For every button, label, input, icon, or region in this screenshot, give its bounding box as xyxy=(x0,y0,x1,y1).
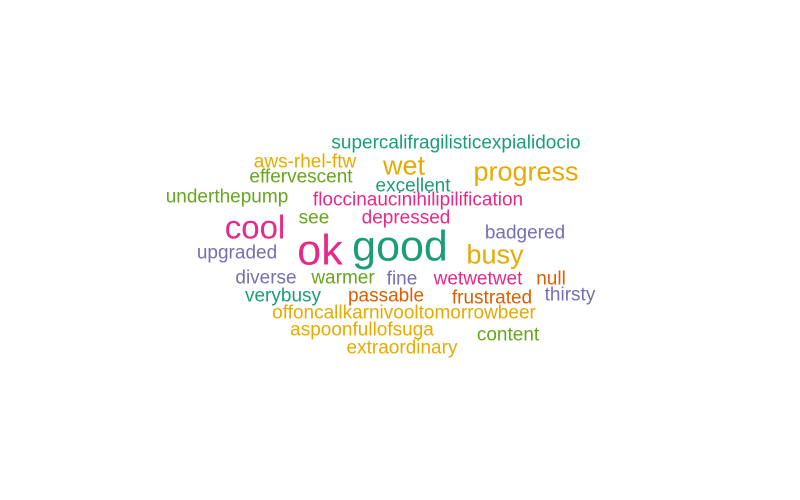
word-depressed: depressed xyxy=(361,207,451,229)
word-null: null xyxy=(536,268,566,290)
word-cool: cool xyxy=(224,208,286,246)
word-content: content xyxy=(476,324,540,346)
word-floccinaucinihilipilification: floccinaucinihilipilification xyxy=(312,189,524,211)
word-excellent: excellent xyxy=(375,175,451,197)
word-offoncallkarnivooltomorrowbeer: offoncallkarnivooltomorrowbeer xyxy=(272,302,536,324)
word-effervescent: effervescent xyxy=(249,166,353,188)
word-extraordinary: extraordinary xyxy=(346,337,458,359)
word-good: good xyxy=(352,222,448,271)
word-underthepump: underthepump xyxy=(165,186,289,208)
word-frustrated: frustrated xyxy=(451,287,533,309)
word-wet: wet xyxy=(382,150,426,181)
word-badgered: badgered xyxy=(484,222,566,244)
word-diverse: diverse xyxy=(235,267,297,289)
word-verybusy: verybusy xyxy=(244,285,322,307)
word-supercalifragilisticexpialidocio: supercalifragilisticexpialidocio xyxy=(331,132,581,154)
word-progress: progress xyxy=(473,156,579,187)
word-fine: fine xyxy=(386,268,418,290)
word-thirsty: thirsty xyxy=(544,284,596,306)
word-see: see xyxy=(298,207,330,229)
word-upgraded: upgraded xyxy=(196,242,278,264)
word-aspoonfullofsuga: aspoonfullofsuga xyxy=(290,319,434,341)
word-ok: ok xyxy=(297,226,343,275)
word-aws-rhel-ftw: aws-rhel-ftw xyxy=(253,151,357,173)
word-busy: busy xyxy=(466,239,524,270)
word-warmer: warmer xyxy=(311,267,375,289)
word-wetwetwet: wetwetwet xyxy=(433,268,523,290)
word-passable: passable xyxy=(347,285,425,307)
